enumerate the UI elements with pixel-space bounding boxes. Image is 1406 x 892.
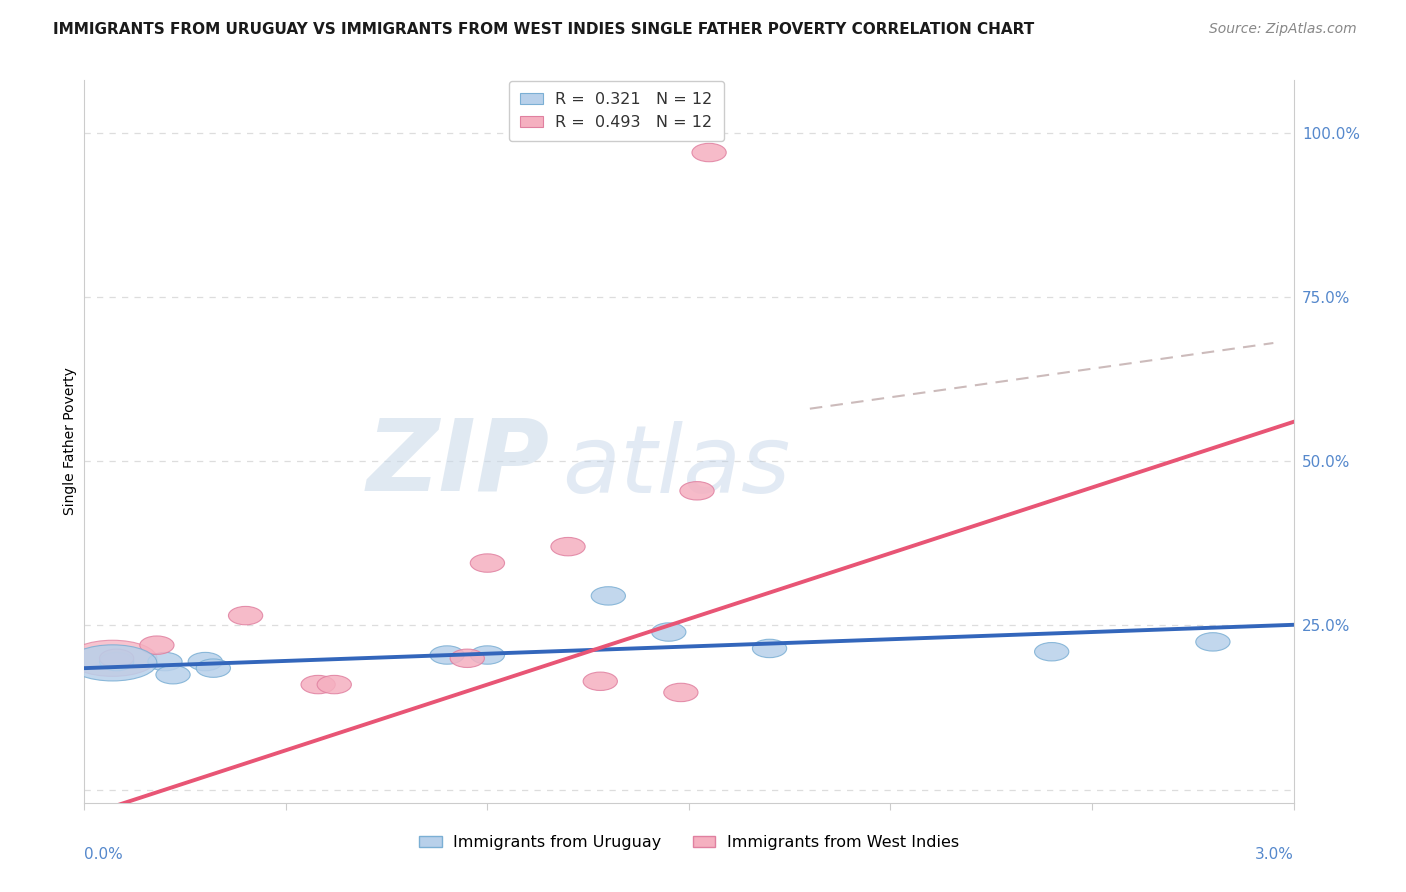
Ellipse shape	[69, 645, 157, 681]
Ellipse shape	[139, 636, 174, 655]
Ellipse shape	[156, 665, 190, 684]
Ellipse shape	[470, 646, 505, 665]
Text: Source: ZipAtlas.com: Source: ZipAtlas.com	[1209, 22, 1357, 37]
Ellipse shape	[197, 659, 231, 677]
Ellipse shape	[651, 623, 686, 641]
Ellipse shape	[681, 482, 714, 500]
Legend: Immigrants from Uruguay, Immigrants from West Indies: Immigrants from Uruguay, Immigrants from…	[413, 829, 965, 856]
Ellipse shape	[430, 646, 464, 665]
Ellipse shape	[450, 649, 485, 667]
Text: IMMIGRANTS FROM URUGUAY VS IMMIGRANTS FROM WEST INDIES SINGLE FATHER POVERTY COR: IMMIGRANTS FROM URUGUAY VS IMMIGRANTS FR…	[53, 22, 1035, 37]
Ellipse shape	[1035, 642, 1069, 661]
Ellipse shape	[69, 640, 157, 676]
Text: 0.0%: 0.0%	[84, 847, 124, 863]
Y-axis label: Single Father Poverty: Single Father Poverty	[63, 368, 77, 516]
Ellipse shape	[188, 652, 222, 671]
Ellipse shape	[1195, 632, 1230, 651]
Ellipse shape	[583, 672, 617, 690]
Ellipse shape	[664, 683, 697, 702]
Ellipse shape	[551, 538, 585, 556]
Ellipse shape	[100, 649, 134, 667]
Ellipse shape	[301, 675, 335, 694]
Ellipse shape	[752, 640, 787, 657]
Text: ZIP: ZIP	[367, 415, 550, 512]
Ellipse shape	[591, 587, 626, 605]
Ellipse shape	[470, 554, 505, 573]
Text: 3.0%: 3.0%	[1254, 847, 1294, 863]
Ellipse shape	[148, 652, 183, 671]
Ellipse shape	[318, 675, 352, 694]
Ellipse shape	[692, 144, 727, 161]
Ellipse shape	[228, 607, 263, 624]
Ellipse shape	[100, 652, 134, 671]
Text: atlas: atlas	[562, 421, 790, 512]
